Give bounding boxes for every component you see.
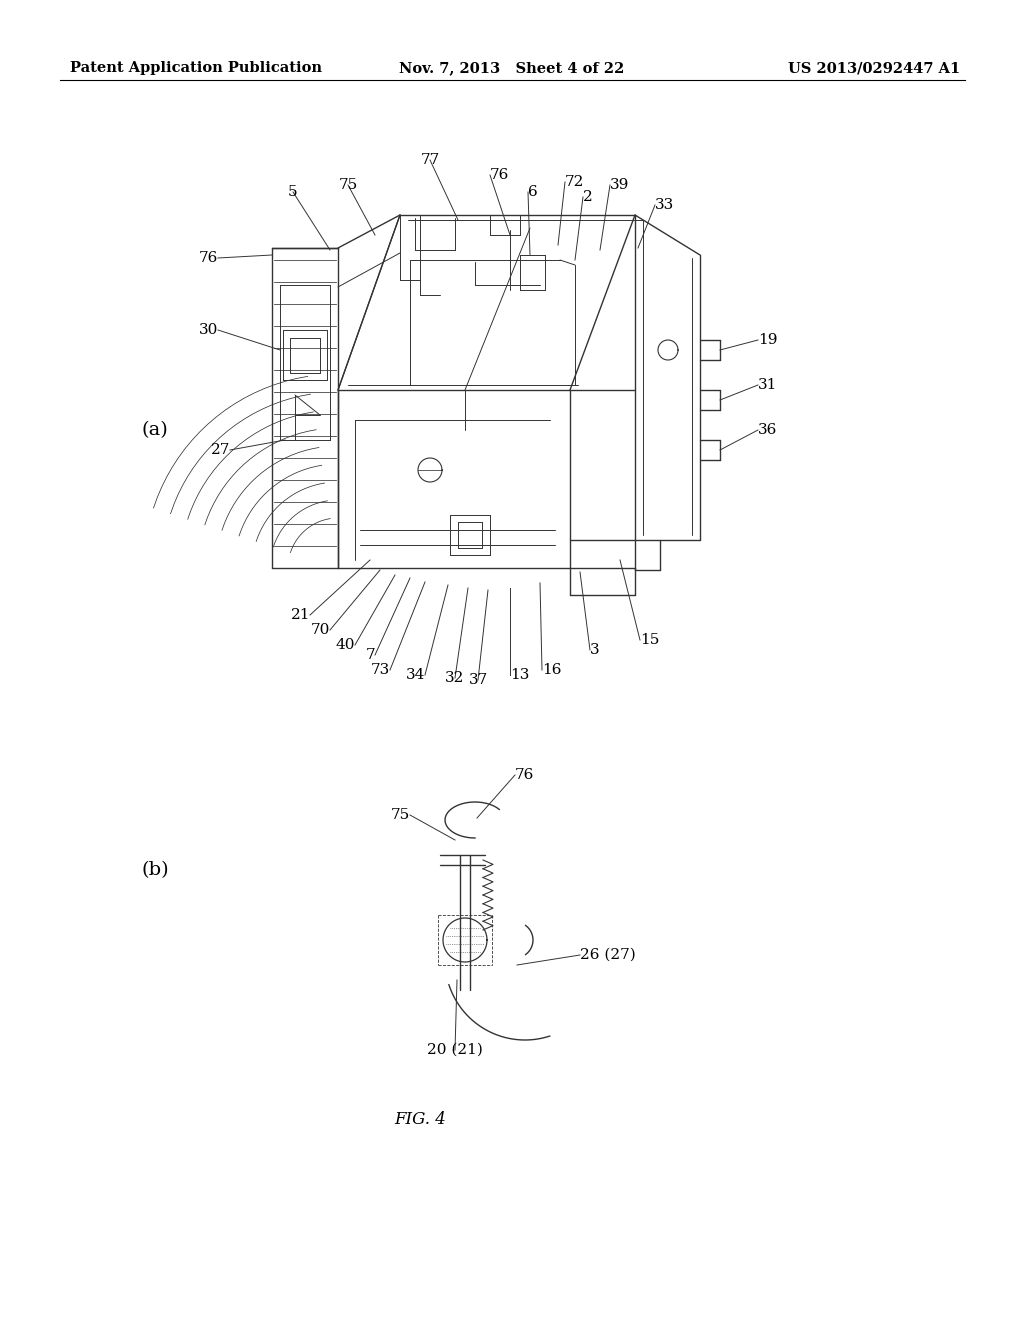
Text: 5: 5	[288, 185, 298, 199]
Text: 20 (21): 20 (21)	[427, 1043, 483, 1057]
Text: 33: 33	[655, 198, 674, 213]
Text: 26 (27): 26 (27)	[580, 948, 636, 962]
Text: 76: 76	[490, 168, 509, 182]
Text: (a): (a)	[141, 421, 168, 440]
Text: 77: 77	[421, 153, 439, 168]
Text: 32: 32	[445, 671, 465, 685]
Text: Nov. 7, 2013   Sheet 4 of 22: Nov. 7, 2013 Sheet 4 of 22	[399, 61, 625, 75]
Text: 39: 39	[610, 178, 630, 191]
Text: 3: 3	[590, 643, 600, 657]
Text: 40: 40	[336, 638, 355, 652]
Text: 76: 76	[199, 251, 218, 265]
Text: 75: 75	[338, 178, 357, 191]
Text: 30: 30	[199, 323, 218, 337]
Text: (b): (b)	[141, 861, 169, 879]
Text: 70: 70	[310, 623, 330, 638]
Text: 15: 15	[640, 634, 659, 647]
Text: 34: 34	[406, 668, 425, 682]
Text: 2: 2	[583, 190, 593, 205]
Text: 21: 21	[291, 609, 310, 622]
Text: Patent Application Publication: Patent Application Publication	[70, 61, 322, 75]
Text: 27: 27	[211, 444, 230, 457]
Text: 6: 6	[528, 185, 538, 199]
Text: 72: 72	[565, 176, 585, 189]
Text: 76: 76	[515, 768, 535, 781]
Text: 19: 19	[758, 333, 777, 347]
Text: 75: 75	[391, 808, 410, 822]
Text: FIG. 4: FIG. 4	[394, 1111, 445, 1129]
Text: 36: 36	[758, 422, 777, 437]
Text: 73: 73	[371, 663, 390, 677]
Text: 16: 16	[542, 663, 561, 677]
Text: 31: 31	[758, 378, 777, 392]
Text: 13: 13	[510, 668, 529, 682]
Text: 37: 37	[468, 673, 487, 686]
Text: 7: 7	[366, 648, 375, 663]
Text: US 2013/0292447 A1: US 2013/0292447 A1	[787, 61, 961, 75]
